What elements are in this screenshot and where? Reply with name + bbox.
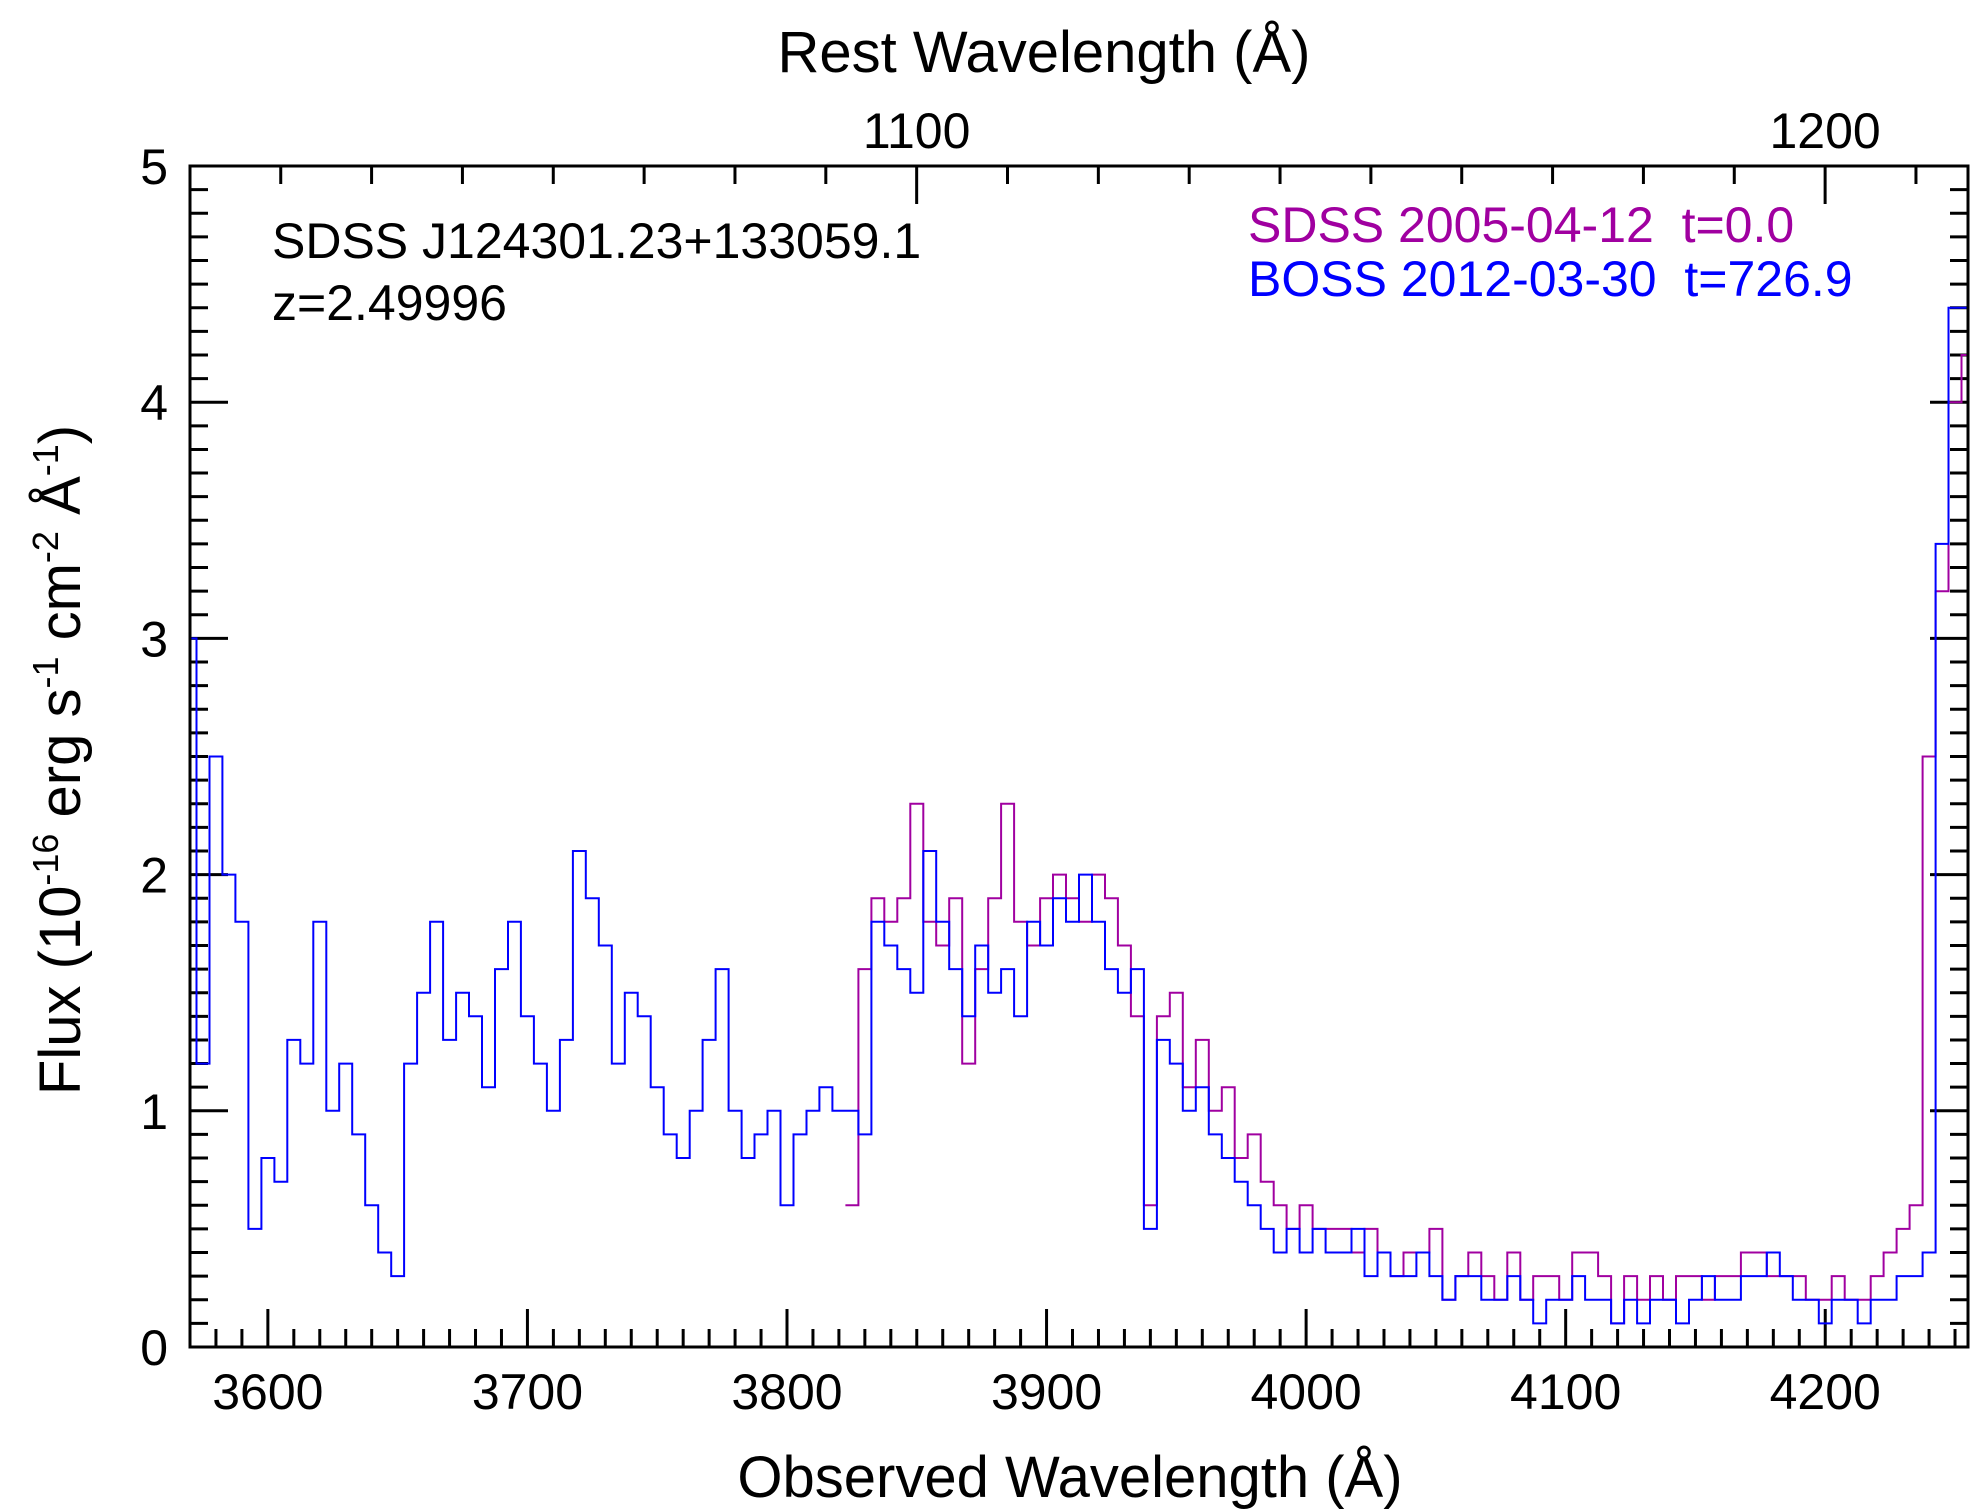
x-tick-label: 3900 <box>991 1364 1102 1420</box>
y-tick-labels: 0 1 2 3 4 5 <box>140 139 168 1376</box>
y-tick-label: 5 <box>140 139 168 195</box>
legend-series-sdss: SDSS 2005-04-12 t=0.0 <box>1248 197 1794 253</box>
y-tick-marks-right <box>1930 164 1968 1349</box>
y-tick-label: 3 <box>140 611 168 667</box>
x-tick-label: 4100 <box>1510 1364 1621 1420</box>
top-tick-marks <box>279 166 1918 204</box>
x-axis-title: Observed Wavelength (Å) <box>737 1445 1402 1509</box>
x-tick-label: 4000 <box>1250 1364 1361 1420</box>
top-axis-title: Rest Wavelength (Å) <box>778 20 1311 85</box>
y-axis-title: Flux (10-16 erg s-1 cm-2 Å-1) <box>25 425 93 1095</box>
series-layer <box>190 306 1968 1325</box>
x-tick-label: 3800 <box>731 1364 842 1420</box>
y-tick-label: 2 <box>140 848 168 904</box>
series-boss-line <box>190 306 1968 1325</box>
top-tick-labels: 1100 1200 <box>863 103 1881 159</box>
x-tick-labels: 3600 3700 3800 3900 4000 4100 4200 <box>212 1364 1881 1420</box>
y-tick-label: 4 <box>140 375 168 431</box>
legend-series-boss: BOSS 2012-03-30 t=726.9 <box>1248 251 1853 307</box>
y-tick-label: 0 <box>140 1320 168 1376</box>
plot-frame <box>188 164 1970 1349</box>
x-tick-label: 4200 <box>1770 1364 1881 1420</box>
x-tick-label: 3600 <box>212 1364 323 1420</box>
object-name: SDSS J124301.23+133059.1 <box>272 213 921 269</box>
y-tick-label: 1 <box>140 1084 168 1140</box>
x-tick-marks <box>188 1309 1957 1347</box>
top-tick-label: 1100 <box>863 103 971 159</box>
series-sdss-line <box>845 354 1968 1325</box>
x-tick-label: 3700 <box>472 1364 583 1420</box>
top-tick-label: 1200 <box>1769 103 1880 159</box>
redshift-label: z=2.49996 <box>272 275 507 331</box>
